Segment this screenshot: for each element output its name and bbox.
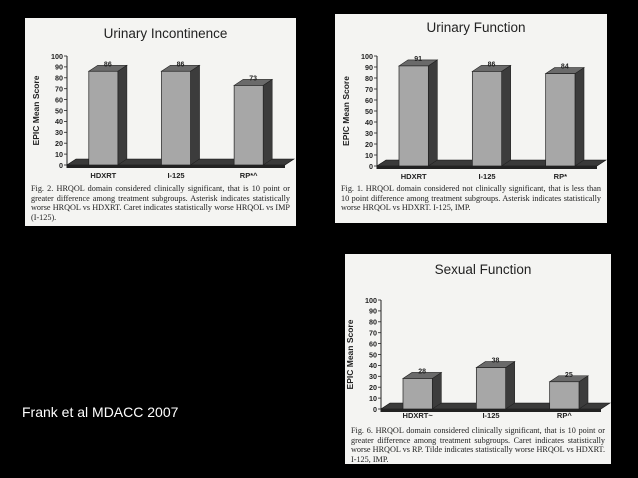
bar-side [190, 64, 200, 166]
bar-side [501, 64, 511, 167]
bar-side [505, 361, 515, 410]
chart-floor-edge [377, 166, 597, 169]
y-tick-label: 10 [365, 151, 373, 160]
y-tick-label: 60 [365, 96, 373, 105]
bar-data-label: 25 [565, 372, 573, 379]
sexual-function-caption: Fig. 6. HRQOL domain considered clinical… [351, 426, 605, 464]
chart-floor-edge [381, 409, 601, 412]
bar [88, 70, 119, 166]
bar [475, 367, 507, 410]
bar-data-label: 86 [488, 61, 496, 68]
y-tick-label: 40 [365, 118, 373, 127]
y-tick-label: 50 [369, 350, 377, 359]
y-tick-label: 50 [365, 107, 373, 116]
chart-title: Sexual Function [435, 262, 532, 277]
category-label: I-125 [478, 172, 495, 181]
y-axis-label: EPIC Mean Score [341, 76, 351, 146]
category-label: HDXRT [90, 171, 116, 180]
y-tick-label: 100 [361, 52, 373, 61]
y-tick-label: 10 [369, 394, 377, 403]
y-tick-label: 80 [369, 318, 377, 327]
y-tick-label: 100 [365, 296, 377, 305]
y-tick-label: 80 [365, 74, 373, 83]
bar-side [262, 78, 273, 166]
bar-data-label: 86 [177, 61, 185, 68]
chart-title: Urinary Function [426, 20, 525, 35]
y-tick-label: 30 [55, 128, 63, 137]
sexual-function-chart: Sexual Function EPIC Mean Score 0 10 20 30 40 5… [345, 262, 611, 420]
y-tick-label: 10 [55, 150, 63, 159]
category-label: RP^ [557, 411, 572, 420]
bar-data-label: 86 [104, 61, 112, 68]
bar [549, 381, 580, 410]
y-tick-label: 90 [55, 63, 63, 72]
urinary-incontinence-caption: Fig. 2. HRQOL domain considered clinical… [31, 184, 290, 222]
chart-floor-edge [67, 165, 285, 168]
bar-data-label: 38 [492, 358, 500, 365]
bar [402, 378, 433, 410]
y-tick-label: 100 [51, 52, 63, 61]
bar-side [432, 371, 442, 410]
bar [233, 85, 264, 166]
bar-data-label: 91 [414, 56, 422, 63]
y-tick-label: 0 [369, 162, 373, 171]
urinary-function-caption: Fig. 1. HRQOL domain considered not clin… [341, 184, 601, 213]
category-label: HDXRT [401, 172, 427, 181]
bar-side [574, 67, 585, 167]
y-tick-label: 50 [55, 106, 63, 115]
y-tick-label: 70 [365, 85, 373, 94]
chart-title: Urinary Incontinence [104, 26, 228, 41]
y-tick-label: 90 [369, 307, 377, 316]
y-tick-label: 40 [55, 117, 63, 126]
y-tick-label: 20 [55, 139, 63, 148]
bar-side [428, 59, 438, 167]
y-tick-label: 30 [365, 129, 373, 138]
y-tick-label: 20 [369, 383, 377, 392]
y-tick-label: 60 [55, 95, 63, 104]
category-label: I-125 [167, 171, 184, 180]
urinary-incontinence-panel: Urinary Incontinence EPIC Mean Score 0 10 20… [25, 18, 296, 226]
credit-text: Frank et al MDACC 2007 [22, 404, 179, 420]
category-label: I-125 [482, 411, 499, 420]
y-tick-label: 20 [365, 140, 373, 149]
y-tick-label: 80 [55, 74, 63, 83]
urinary-function-panel: Urinary Function EPIC Mean Score 0 10 20 30 40… [335, 14, 607, 223]
y-axis-label: EPIC Mean Score [345, 319, 355, 389]
category-label: RP*^ [240, 171, 258, 180]
y-tick-label: 70 [369, 329, 377, 338]
bar-data-label: 73 [249, 75, 257, 82]
category-label: HDXRT~ [403, 411, 434, 420]
urinary-incontinence-chart: Urinary Incontinence EPIC Mean Score 0 10 20… [31, 26, 295, 180]
y-tick-label: 60 [369, 339, 377, 348]
urinary-function-chart: Urinary Function EPIC Mean Score 0 10 20 30 40… [341, 20, 607, 181]
bar [398, 65, 429, 167]
sexual-function-panel: Sexual Function EPIC Mean Score 0 10 20 30 40 5… [345, 254, 611, 464]
bar [545, 73, 576, 167]
bar-data-label: 84 [561, 64, 569, 71]
y-tick-label: 40 [369, 361, 377, 370]
y-tick-label: 0 [59, 161, 63, 170]
y-tick-label: 30 [369, 372, 377, 381]
bar [161, 70, 191, 166]
bar [471, 71, 503, 167]
category-label: RP* [554, 172, 567, 181]
y-tick-label: 0 [373, 405, 377, 414]
bar-data-label: 28 [418, 368, 426, 375]
y-axis-label: EPIC Mean Score [31, 75, 41, 145]
y-tick-label: 90 [365, 63, 373, 72]
y-tick-label: 70 [55, 85, 63, 94]
bar-side [117, 64, 128, 166]
